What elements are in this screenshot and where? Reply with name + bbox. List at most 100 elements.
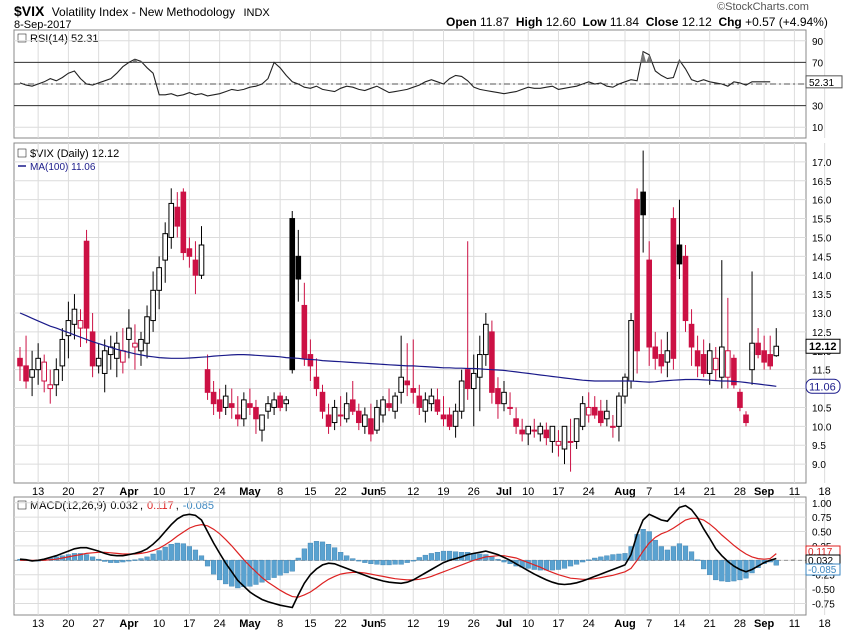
candle-body bbox=[743, 414, 749, 424]
candle-body bbox=[23, 365, 29, 382]
macd-signal-line bbox=[20, 517, 777, 598]
macd-tick-label: 0.75 bbox=[812, 513, 832, 524]
macd-hist-bar bbox=[350, 558, 356, 561]
x-tick-label-bottom: 24 bbox=[214, 618, 226, 630]
macd-hist-bar bbox=[434, 552, 441, 561]
macd-last-label: -0.085 bbox=[808, 565, 837, 576]
x-tick-label-bottom: May bbox=[239, 618, 261, 630]
macd-hist-bar bbox=[428, 553, 435, 561]
price-tick-label: 13.5 bbox=[812, 290, 832, 301]
symbol: $VIX bbox=[14, 3, 45, 19]
candle-body bbox=[95, 357, 102, 367]
candle-body bbox=[283, 399, 289, 405]
macd-hist-bar bbox=[398, 560, 404, 565]
candle-body bbox=[65, 320, 72, 337]
candle-body bbox=[525, 425, 532, 435]
symbol-name: Volatility Index - New Methodology bbox=[51, 5, 236, 19]
x-tick-label: 19 bbox=[437, 486, 449, 498]
candle-body bbox=[277, 395, 283, 408]
candle-body bbox=[349, 399, 356, 412]
candle-body bbox=[156, 267, 162, 291]
candle-body bbox=[598, 410, 604, 424]
candle-body bbox=[204, 369, 211, 393]
macd-hist-bar bbox=[319, 541, 326, 561]
candle-body bbox=[138, 338, 144, 352]
candle-body bbox=[616, 395, 622, 427]
macd-hist-bar bbox=[380, 560, 386, 566]
candle-body bbox=[712, 357, 719, 371]
candle-body bbox=[507, 406, 513, 409]
candle-body bbox=[174, 206, 181, 227]
macd-hist-bar bbox=[307, 542, 314, 561]
macd-hist-bar bbox=[265, 560, 271, 581]
candle-body bbox=[101, 350, 108, 374]
candle-body bbox=[682, 255, 689, 322]
rsi-last-label: 52.31 bbox=[809, 78, 834, 89]
quote-line: Open 11.87 High 12.60 Low 11.84 Close 12… bbox=[446, 15, 828, 29]
candle-body bbox=[700, 354, 707, 374]
candle-body bbox=[604, 410, 610, 420]
price-tick-label: 16.0 bbox=[812, 196, 832, 207]
macd-hist-bar bbox=[283, 560, 289, 574]
macd-hist-bar bbox=[537, 560, 543, 571]
candle-body bbox=[41, 361, 48, 382]
candle-body bbox=[356, 410, 362, 424]
price-last-tag bbox=[805, 338, 841, 354]
rsi-tick-label: 10 bbox=[812, 123, 824, 134]
candle-body bbox=[374, 406, 380, 431]
candle-body bbox=[59, 338, 66, 367]
macd-hist-bar bbox=[682, 545, 689, 561]
x-tick-label-bottom: Jun bbox=[361, 618, 381, 630]
chg-label: Chg bbox=[718, 15, 742, 29]
candle-body bbox=[198, 244, 205, 276]
x-tick-label-bottom: 18 bbox=[819, 618, 831, 630]
macd-hist-bar bbox=[368, 560, 374, 564]
candle-body bbox=[337, 414, 344, 417]
macd-hist-bar bbox=[83, 554, 90, 561]
macd-hist-bar bbox=[362, 560, 368, 563]
candle-body bbox=[573, 418, 580, 442]
x-tick-label: 17 bbox=[183, 486, 195, 498]
candle-body bbox=[150, 289, 156, 322]
macd-hist-bar bbox=[688, 551, 695, 561]
x-tick-label-bottom: Sep bbox=[754, 618, 774, 630]
macd-hist-bar bbox=[96, 558, 102, 561]
macd-hist-bar bbox=[610, 554, 616, 561]
candle-body bbox=[561, 425, 568, 450]
price-last-label: 12.12 bbox=[809, 341, 837, 353]
candle-body bbox=[428, 395, 435, 405]
x-tick-label-bottom: 10 bbox=[522, 618, 534, 630]
candle-body bbox=[29, 369, 35, 378]
macd-hist-bar bbox=[707, 560, 713, 575]
x-tick-label: 20 bbox=[62, 486, 74, 498]
ma-last-label: 11.06 bbox=[809, 381, 836, 393]
x-tick-label: 14 bbox=[673, 486, 685, 498]
ma-legend-text: MA(100) 11.06 bbox=[30, 162, 96, 173]
macd-hist-bar bbox=[640, 529, 646, 561]
price-tick-label: 10.0 bbox=[812, 422, 832, 433]
rsi-overbought-fill bbox=[138, 61, 144, 63]
macd-hist-bar bbox=[743, 560, 749, 579]
macd-hist-bar bbox=[332, 547, 338, 561]
macd-hist-bar bbox=[204, 560, 211, 567]
candle-body bbox=[259, 414, 265, 431]
candle-body bbox=[549, 425, 556, 442]
macd-hist-bar bbox=[114, 560, 120, 563]
rsi-overbought-fill bbox=[640, 51, 647, 63]
x-tick-label: 11 bbox=[789, 486, 800, 498]
rsi-overbought-fill bbox=[676, 60, 683, 63]
candle-body bbox=[410, 388, 417, 393]
macd-hist-bar bbox=[102, 560, 108, 562]
x-tick-label: 10 bbox=[522, 486, 534, 498]
price-tick-label: 16.5 bbox=[812, 177, 832, 188]
macd-hist-bar bbox=[453, 551, 459, 561]
macd-hist-bar bbox=[749, 560, 755, 574]
macd-hist-bar bbox=[235, 560, 241, 589]
rsi-overbought-fill bbox=[131, 59, 138, 63]
macd-hist-bar bbox=[410, 560, 416, 562]
price-tick-label: 14.5 bbox=[812, 252, 832, 263]
macd-hist-bar bbox=[495, 558, 501, 561]
open-label: Open bbox=[446, 15, 477, 29]
candle-body bbox=[440, 414, 447, 420]
rsi-tick-label: 90 bbox=[812, 37, 824, 48]
